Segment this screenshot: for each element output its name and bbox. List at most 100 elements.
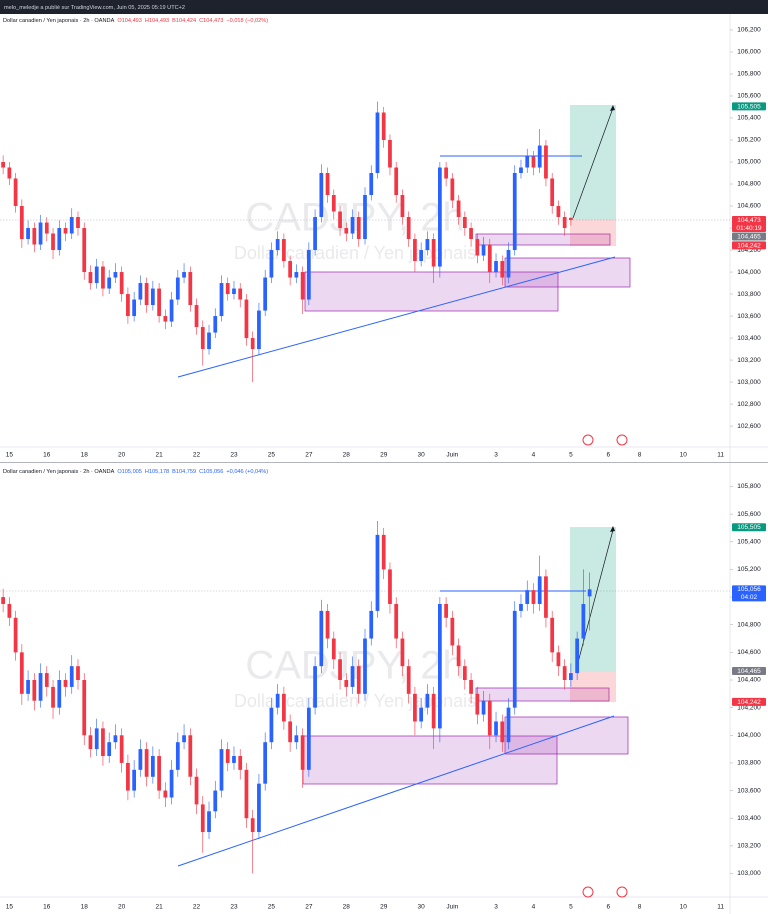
y-tick-label: 104,800 — [737, 621, 761, 628]
x-tick-label: 27 — [305, 452, 313, 459]
candle-body — [57, 680, 62, 708]
candle-body — [525, 590, 530, 604]
event-icon — [582, 886, 594, 898]
arrow-head — [610, 526, 615, 532]
candle-body — [7, 603, 12, 618]
zone — [504, 716, 629, 755]
candle-body — [94, 728, 99, 750]
candle-body — [219, 283, 224, 317]
x-tick-label: 29 — [380, 452, 388, 459]
candle-body — [126, 762, 130, 791]
candle-body — [294, 735, 299, 743]
candle-body — [13, 617, 18, 653]
candle-body — [182, 735, 186, 743]
candle-body — [537, 576, 542, 604]
candle-body — [188, 272, 193, 306]
candle-body — [169, 299, 174, 322]
y-tick-label: 103,800 — [737, 291, 761, 298]
x-tick-label: 4 — [532, 452, 536, 459]
x-tick-label: 25 — [268, 904, 276, 911]
candle-body — [69, 666, 74, 687]
price-label-box — [732, 585, 766, 602]
x-tick-label: 27 — [305, 904, 313, 911]
candle-body — [550, 617, 555, 653]
candle-body — [344, 228, 349, 234]
candles — [1, 521, 592, 874]
drawings — [0, 105, 730, 446]
x-tick-label: 23 — [230, 452, 238, 459]
x-tick-label: Juin — [446, 904, 458, 911]
candle-body — [101, 266, 105, 289]
candle-body — [207, 811, 211, 833]
candle-body — [369, 610, 374, 639]
candle-body — [238, 288, 243, 300]
price-label: 104,465 — [737, 233, 761, 240]
candle-body — [138, 749, 143, 770]
candle-body — [113, 735, 118, 743]
event-icon — [582, 434, 594, 446]
candle-body — [19, 652, 24, 694]
y-tick-label: 106,200 — [737, 27, 761, 34]
candle-body — [232, 288, 236, 295]
candle-body — [419, 707, 424, 722]
candle-body — [544, 576, 548, 618]
x-tick-label: 15 — [6, 904, 14, 911]
x-tick-label: 18 — [81, 904, 89, 911]
candle-body — [163, 790, 168, 798]
candle-body — [444, 603, 448, 618]
x-tick-label: 3 — [494, 904, 498, 911]
candle-body — [431, 239, 436, 267]
candle-body — [1, 597, 5, 604]
candle-body — [531, 590, 536, 604]
candle-body — [200, 327, 205, 350]
candle-body — [294, 272, 299, 278]
candle-body — [163, 316, 168, 322]
candle-body — [188, 735, 193, 777]
symbol: Dollar canadien / Yen japonais · 2h · OA… — [3, 469, 115, 475]
candle-body — [556, 652, 561, 667]
candle-body — [275, 693, 280, 708]
ohlc-value: C105,056 — [199, 469, 223, 475]
y-tick-label: 104,000 — [737, 732, 761, 739]
candle-body — [363, 638, 367, 694]
trend-line — [177, 256, 616, 378]
candle-body — [182, 272, 186, 278]
candle-body — [150, 288, 155, 306]
candle-body — [313, 666, 317, 708]
candle-body — [263, 277, 268, 311]
x-tick-label: 20 — [118, 904, 126, 911]
x-tick-label: 11 — [717, 452, 724, 459]
candle-body — [19, 206, 24, 240]
symbol: Dollar canadien / Yen japonais · 2h · OA… — [3, 18, 115, 24]
ohlc-value: O105,005 — [117, 469, 142, 475]
long-stop — [570, 220, 616, 246]
y-tick-label: 103,400 — [737, 335, 761, 342]
candle-body — [388, 569, 392, 604]
candle-body — [331, 638, 336, 660]
x-tick-label: 22 — [193, 904, 201, 911]
candle-body — [350, 666, 355, 687]
candle-body — [269, 707, 274, 743]
candle-body — [175, 277, 180, 300]
candle-body — [88, 272, 93, 284]
candle-body — [101, 728, 105, 757]
candle-body — [7, 167, 12, 179]
candle-body — [38, 222, 43, 245]
candle-body — [413, 239, 417, 262]
candle-body — [438, 603, 442, 729]
x-tick-label: 5 — [569, 904, 573, 911]
candle-body — [450, 617, 455, 646]
candle-body — [219, 749, 224, 791]
x-tick-label: 8 — [638, 904, 642, 911]
arrow — [575, 529, 614, 671]
x-tick-label: 30 — [418, 452, 426, 459]
candle-body — [400, 638, 405, 667]
candle-body — [394, 167, 399, 196]
y-tick-label: 105,600 — [737, 511, 761, 518]
candle-body — [487, 244, 492, 273]
candle-body — [481, 700, 486, 715]
candle-body — [562, 666, 567, 680]
candle-body — [113, 272, 118, 278]
candle-body — [144, 283, 149, 306]
